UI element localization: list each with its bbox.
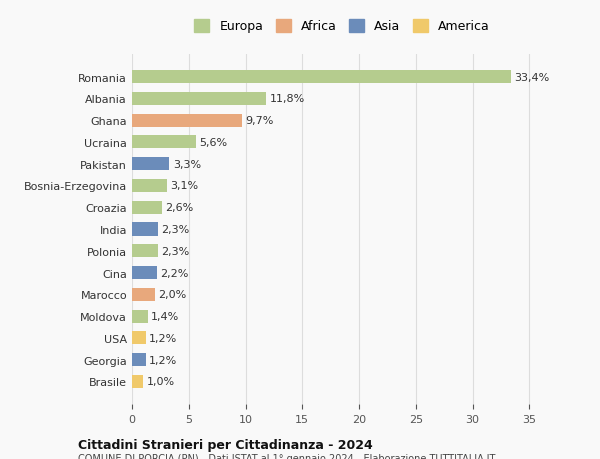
Text: 1,4%: 1,4% <box>151 311 179 321</box>
Bar <box>132 245 158 258</box>
Text: COMUNE DI PORCIA (PN) - Dati ISTAT al 1° gennaio 2024 - Elaborazione TUTTITALIA.: COMUNE DI PORCIA (PN) - Dati ISTAT al 1°… <box>78 453 496 459</box>
Text: 1,0%: 1,0% <box>147 376 175 386</box>
Bar <box>132 201 161 214</box>
Text: 2,2%: 2,2% <box>160 268 189 278</box>
Text: 1,2%: 1,2% <box>149 355 177 365</box>
Bar <box>132 375 143 388</box>
Text: Cittadini Stranieri per Cittadinanza - 2024: Cittadini Stranieri per Cittadinanza - 2… <box>78 438 373 451</box>
Bar <box>132 288 155 301</box>
Bar <box>132 353 146 366</box>
Text: 33,4%: 33,4% <box>515 73 550 83</box>
Bar <box>132 93 266 106</box>
Bar <box>132 136 196 149</box>
Text: 2,6%: 2,6% <box>165 203 193 213</box>
Bar <box>132 310 148 323</box>
Text: 1,2%: 1,2% <box>149 333 177 343</box>
Bar <box>132 114 242 128</box>
Bar <box>132 179 167 193</box>
Text: 11,8%: 11,8% <box>269 94 305 104</box>
Text: 5,6%: 5,6% <box>199 138 227 148</box>
Text: 3,1%: 3,1% <box>170 181 199 191</box>
Bar <box>132 158 169 171</box>
Bar <box>132 331 146 345</box>
Bar <box>132 266 157 280</box>
Bar <box>132 71 511 84</box>
Text: 2,3%: 2,3% <box>161 224 190 235</box>
Text: 2,3%: 2,3% <box>161 246 190 256</box>
Text: 2,0%: 2,0% <box>158 290 187 300</box>
Text: 3,3%: 3,3% <box>173 159 201 169</box>
Bar <box>132 223 158 236</box>
Text: 9,7%: 9,7% <box>245 116 274 126</box>
Legend: Europa, Africa, Asia, America: Europa, Africa, Asia, America <box>191 16 493 37</box>
